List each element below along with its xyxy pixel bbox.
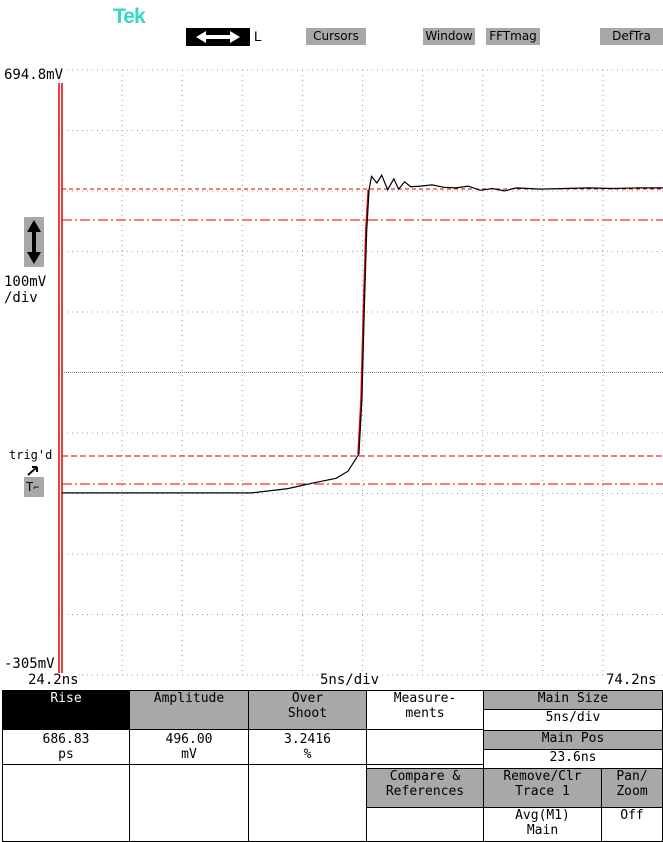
pan-zoom-button[interactable]: Pan/ Zoom — [601, 768, 663, 808]
rise-value-cell: 686.83 ps — [2, 729, 130, 765]
timebase-mode-indicator: L — [254, 28, 262, 44]
trigger-marker-text: T — [26, 480, 34, 494]
empty-slot-3 — [248, 764, 367, 842]
remove-trace-source: Avg(M1) Main — [515, 808, 570, 838]
top-voltage-label: 694.8mV — [4, 67, 64, 83]
vertical-scale-value: 100mV — [4, 274, 47, 290]
time-start-label: 24.2ns — [28, 672, 79, 688]
empty-slot-1 — [2, 764, 130, 842]
rise-measurement-button[interactable]: Rise — [2, 690, 130, 730]
overshoot-value-cell: 3.2416 % — [248, 729, 367, 765]
measurements-label: Measure-ments — [393, 691, 457, 721]
compare-references-label: Compare & References — [385, 769, 465, 799]
empty-slot-2 — [129, 764, 249, 842]
trigger-level-marker[interactable]: T⌐ — [24, 477, 44, 497]
overshoot-value: 3.2416 — [284, 732, 331, 747]
remove-trace-value: Avg(M1) Main — [483, 807, 602, 842]
main-pos-value[interactable]: 23.6ns — [483, 749, 663, 769]
cursors-menu-button[interactable]: Cursors — [306, 28, 366, 45]
remove-clear-trace-button[interactable]: Remove/Clr Trace 1 — [483, 768, 602, 808]
overshoot-header: Over Shoot — [287, 691, 328, 721]
rise-unit: ps — [58, 747, 74, 762]
pan-zoom-label: Pan/ Zoom — [616, 769, 648, 799]
window-menu-button[interactable]: Window — [423, 28, 475, 45]
top-menu-bar: Tek L Cursors Window FFTmag DefTra — [0, 0, 663, 60]
trigger-edge-icon: ⌐ — [33, 483, 40, 494]
pan-zoom-value: Off — [601, 807, 663, 842]
main-size-label: Main Size — [483, 690, 663, 710]
time-end-label: 74.2ns — [606, 672, 657, 688]
remove-clear-label: Remove/Clr Trace 1 — [503, 769, 582, 799]
rise-value: 686.83 — [42, 732, 90, 747]
amplitude-measurement-button[interactable]: Amplitude — [129, 690, 249, 730]
rise-header: Rise — [50, 691, 82, 706]
measurement-panel: Rise Amplitude Over Shoot Measure-ments … — [0, 690, 663, 842]
vertical-scale-unit: /div — [4, 290, 38, 306]
measurements-empty-cell — [366, 729, 484, 765]
tek-logo: Tek — [113, 5, 146, 28]
amplitude-unit: mV — [181, 747, 197, 762]
reference-trace — [357, 189, 369, 455]
measurements-menu-button[interactable]: Measure-ments — [366, 690, 484, 730]
amplitude-value: 496.00 — [165, 732, 213, 747]
overshoot-unit: % — [303, 747, 312, 762]
amplitude-value-cell: 496.00 mV — [129, 729, 249, 765]
bottom-voltage-label: -305mV — [4, 656, 55, 672]
horizontal-arrows-icon[interactable] — [186, 28, 250, 46]
time-scale-label: 5ns/div — [320, 672, 380, 688]
fftmag-menu-button[interactable]: FFTmag — [486, 28, 540, 45]
deftra-menu-button[interactable]: DefTra — [600, 28, 663, 45]
oscilloscope-display: 694.8mV 100mV /div trig'd T⌐ -305mV 24.2… — [0, 60, 663, 690]
overshoot-measurement-button[interactable]: Over Shoot — [248, 690, 367, 730]
graticule — [58, 69, 663, 676]
amplitude-header: Amplitude — [153, 691, 225, 706]
vertical-position-icon[interactable] — [24, 217, 44, 267]
trigger-arrow-icon — [27, 466, 38, 476]
main-pos-label: Main Pos — [483, 730, 663, 750]
main-size-value[interactable]: 5ns/div — [483, 709, 663, 731]
waveform-trace — [62, 173, 663, 494]
compare-references-button[interactable]: Compare & References — [366, 768, 484, 808]
trigger-status-label: trig'd — [9, 448, 53, 463]
compare-empty-cell — [366, 807, 484, 842]
